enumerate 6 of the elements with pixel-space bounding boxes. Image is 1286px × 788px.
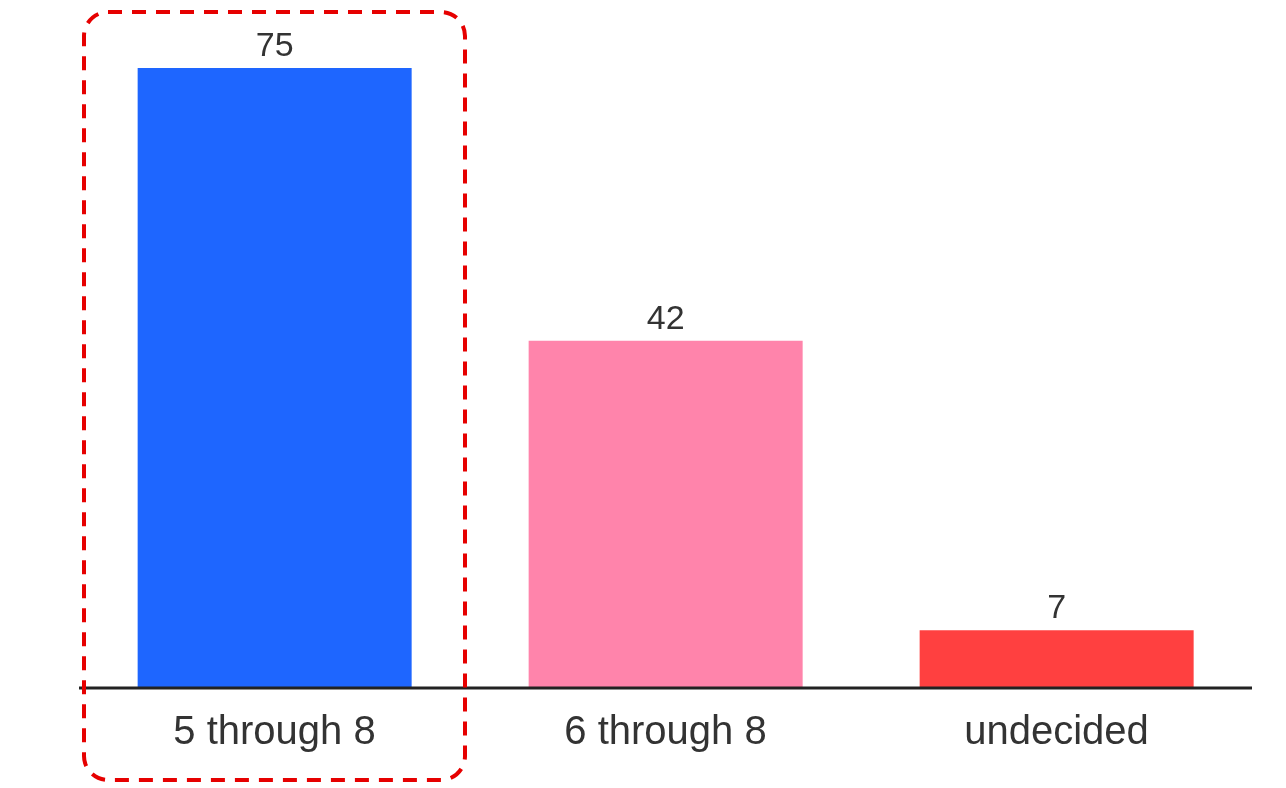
- data-label: 42: [646, 297, 685, 336]
- x-tick-label: 5 through 8: [173, 708, 376, 753]
- data-label: 75: [255, 25, 294, 63]
- data-label: 7: [1047, 587, 1067, 626]
- x-tick-label: undecided: [964, 708, 1149, 753]
- x-tick-label: 6 through 8: [564, 708, 767, 753]
